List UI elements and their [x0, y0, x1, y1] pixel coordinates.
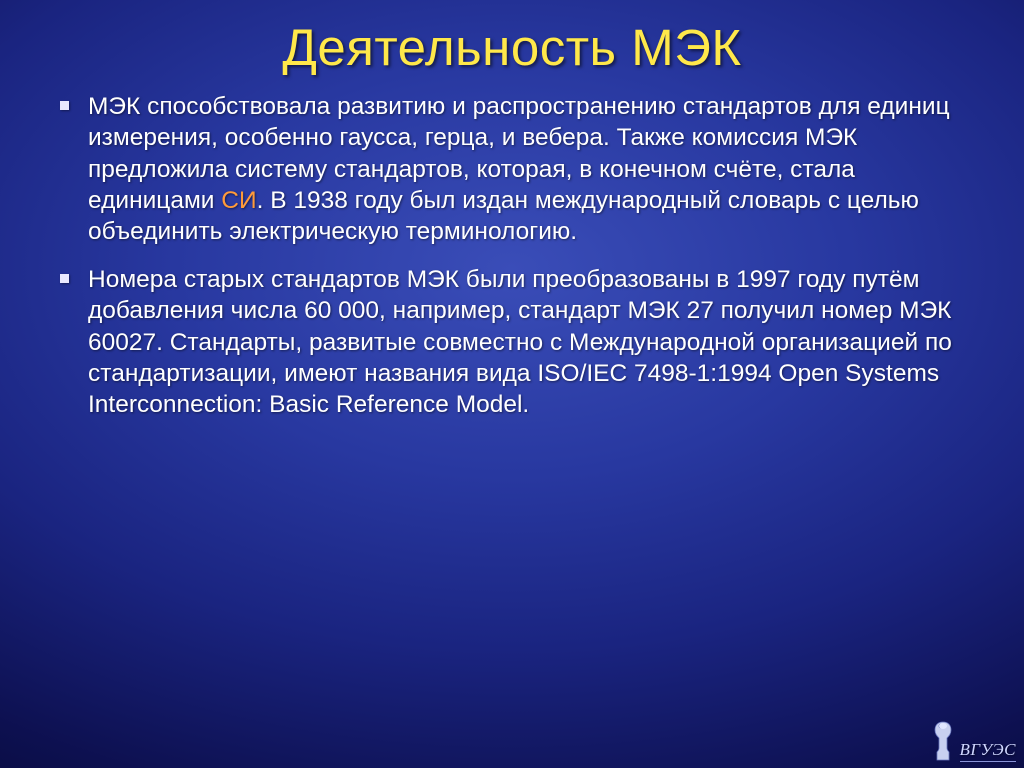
slide-title: Деятельность МЭК: [48, 18, 976, 77]
footer-logo: ВГУЭС: [930, 720, 1016, 762]
bullet-text: Номера старых стандартов МЭК были преобр…: [88, 266, 952, 418]
bullet-highlight: СИ: [221, 187, 256, 214]
logo-icon: [930, 720, 956, 762]
bullet-marker-icon: [60, 101, 69, 110]
bullet-item: Номера старых стандартов МЭК были преобр…: [48, 264, 976, 421]
slide: Деятельность МЭК МЭК способствовала разв…: [0, 0, 1024, 768]
bullet-item: МЭК способствовала развитию и распростра…: [48, 91, 976, 248]
bullet-marker-icon: [60, 274, 69, 283]
bullet-list: МЭК способствовала развитию и распростра…: [48, 91, 976, 421]
logo-text: ВГУЭС: [960, 740, 1016, 762]
